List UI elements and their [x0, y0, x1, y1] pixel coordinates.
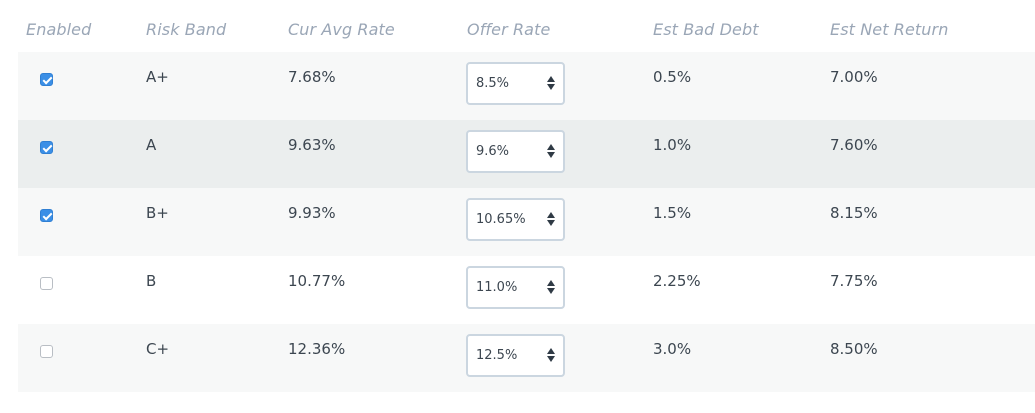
- offer-rate-value: 11.0%: [476, 280, 518, 295]
- column-header-offer-rate[interactable]: Offer Rate: [467, 20, 551, 39]
- column-header-risk-band[interactable]: Risk Band: [146, 20, 227, 39]
- enabled-checkbox[interactable]: [40, 141, 53, 154]
- select-arrows-icon: [547, 75, 556, 91]
- enabled-checkbox[interactable]: [40, 209, 53, 222]
- column-header-est-bad-debt[interactable]: Est Bad Debt: [653, 20, 759, 39]
- table-row: A 9.63% 9.6% 1.0% 7.60%: [18, 120, 1035, 188]
- table-row: B 10.77% 11.0% 2.25% 7.75%: [18, 256, 1035, 324]
- enabled-checkbox[interactable]: [40, 73, 53, 86]
- select-arrows-icon: [547, 143, 556, 159]
- table-row: A+ 7.68% 8.5% 0.5% 7.00%: [18, 52, 1035, 120]
- est-net-return-cell: 8.15%: [830, 204, 878, 222]
- risk-band-cell: C+: [146, 340, 170, 358]
- risk-band-cell: B: [146, 272, 157, 290]
- offer-rate-value: 10.65%: [476, 212, 526, 227]
- offer-rate-select[interactable]: 10.65%: [466, 198, 565, 241]
- select-arrows-icon: [547, 347, 556, 363]
- cur-avg-rate-cell: 9.63%: [288, 136, 336, 154]
- offer-rate-value: 12.5%: [476, 348, 518, 363]
- est-bad-debt-cell: 3.0%: [653, 340, 692, 358]
- offer-rate-value: 8.5%: [476, 76, 510, 91]
- table-header: Enabled Risk Band Cur Avg Rate Offer Rat…: [0, 0, 1035, 56]
- offer-rate-select[interactable]: 12.5%: [466, 334, 565, 377]
- column-header-cur-avg-rate[interactable]: Cur Avg Rate: [288, 20, 395, 39]
- est-bad-debt-cell: 1.5%: [653, 204, 692, 222]
- enabled-checkbox[interactable]: [40, 345, 53, 358]
- cur-avg-rate-cell: 10.77%: [288, 272, 346, 290]
- risk-band-cell: A+: [146, 68, 169, 86]
- enabled-checkbox[interactable]: [40, 277, 53, 290]
- offer-rate-value: 9.6%: [476, 144, 510, 159]
- est-bad-debt-cell: 1.0%: [653, 136, 692, 154]
- offer-rate-select[interactable]: 9.6%: [466, 130, 565, 173]
- est-net-return-cell: 7.00%: [830, 68, 878, 86]
- column-header-enabled[interactable]: Enabled: [26, 20, 92, 39]
- offer-rate-select[interactable]: 8.5%: [466, 62, 565, 105]
- select-arrows-icon: [547, 279, 556, 295]
- risk-band-cell: B+: [146, 204, 169, 222]
- cur-avg-rate-cell: 12.36%: [288, 340, 346, 358]
- risk-band-cell: A: [146, 136, 157, 154]
- table-row: B+ 9.93% 10.65% 1.5% 8.15%: [18, 188, 1035, 256]
- column-header-est-net-return[interactable]: Est Net Return: [830, 20, 949, 39]
- cur-avg-rate-cell: 7.68%: [288, 68, 336, 86]
- est-net-return-cell: 7.60%: [830, 136, 878, 154]
- est-bad-debt-cell: 2.25%: [653, 272, 701, 290]
- cur-avg-rate-cell: 9.93%: [288, 204, 336, 222]
- table-row: C+ 12.36% 12.5% 3.0% 8.50%: [18, 324, 1035, 392]
- offer-rate-select[interactable]: 11.0%: [466, 266, 565, 309]
- select-arrows-icon: [547, 211, 556, 227]
- est-net-return-cell: 8.50%: [830, 340, 878, 358]
- est-bad-debt-cell: 0.5%: [653, 68, 692, 86]
- est-net-return-cell: 7.75%: [830, 272, 878, 290]
